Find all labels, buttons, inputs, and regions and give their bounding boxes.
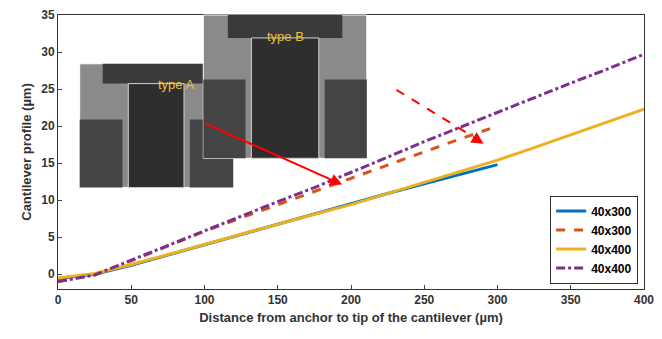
svg-text:Distance from anchor to tip of: Distance from anchor to tip of the canti… — [199, 310, 503, 325]
svg-text:200: 200 — [341, 293, 361, 307]
svg-text:40x300: 40x300 — [591, 205, 631, 219]
svg-text:0: 0 — [48, 267, 55, 281]
svg-text:type A: type A — [158, 77, 194, 92]
svg-text:10: 10 — [41, 193, 55, 207]
svg-text:40x400: 40x400 — [591, 243, 631, 257]
svg-text:40x300: 40x300 — [591, 224, 631, 238]
svg-text:150: 150 — [268, 293, 288, 307]
svg-text:0: 0 — [55, 293, 62, 307]
svg-text:250: 250 — [414, 293, 434, 307]
svg-text:type B: type B — [267, 29, 304, 44]
svg-text:300: 300 — [487, 293, 507, 307]
svg-text:40x400: 40x400 — [591, 262, 631, 276]
svg-text:5: 5 — [48, 230, 55, 244]
svg-text:100: 100 — [194, 293, 214, 307]
svg-text:Cantilever profile (µm): Cantilever profile (µm) — [19, 83, 34, 221]
svg-text:25: 25 — [41, 82, 55, 96]
svg-text:350: 350 — [561, 293, 581, 307]
svg-text:35: 35 — [41, 8, 55, 22]
svg-text:30: 30 — [41, 45, 55, 59]
svg-text:400: 400 — [634, 293, 654, 307]
svg-text:15: 15 — [41, 156, 55, 170]
svg-text:20: 20 — [41, 119, 55, 133]
svg-text:50: 50 — [125, 293, 139, 307]
